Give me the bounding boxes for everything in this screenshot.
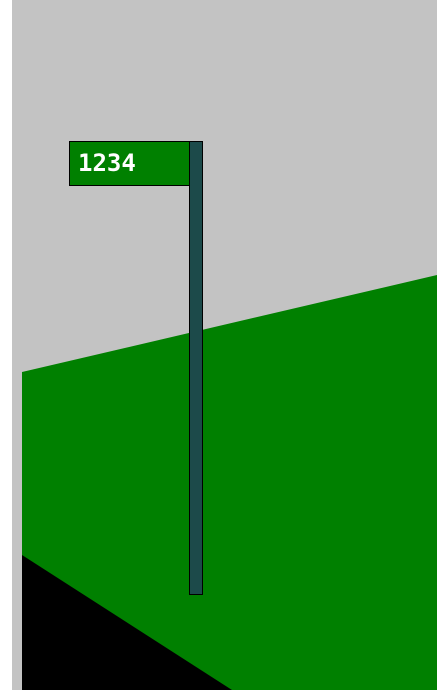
pole [190,142,203,595]
page: 1234 (() => { const data = JSON.parse(do… [0,0,437,695]
game-view: 1234 [0,0,437,695]
sign-label: 1234 [78,149,136,177]
